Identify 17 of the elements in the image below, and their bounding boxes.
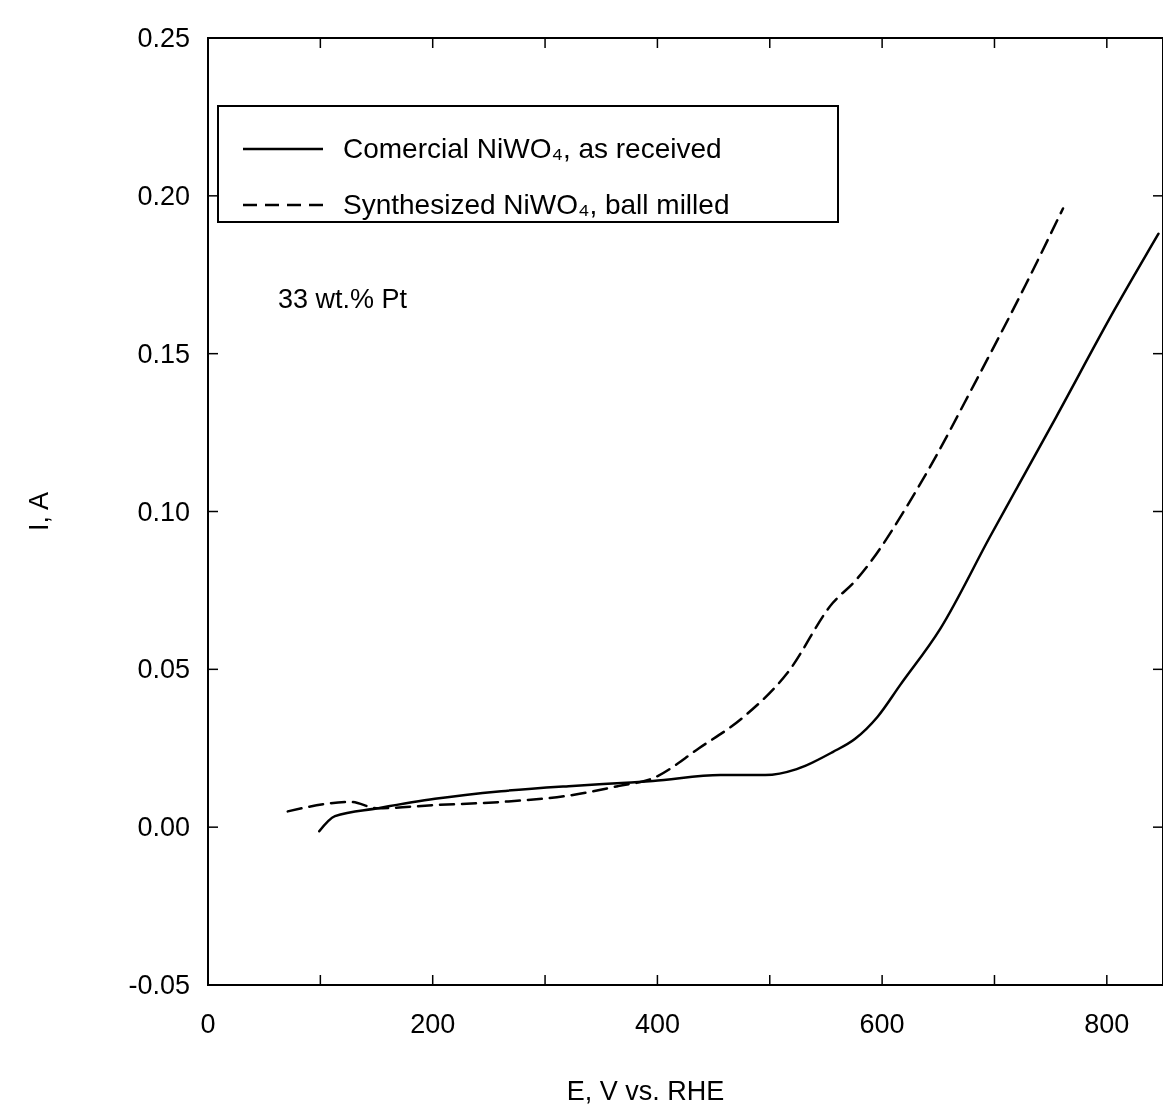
- legend-label: Synthesized NiWO₄, ball milled: [343, 189, 730, 220]
- x-tick-label: 0: [200, 1009, 216, 1039]
- x-tick-label: 200: [410, 1009, 456, 1039]
- annotation: 33 wt.% Pt: [278, 284, 408, 314]
- y-tick-label: 0.05: [137, 654, 190, 685]
- y-tick-label: 0.25: [137, 23, 190, 53]
- x-tick-label: 800: [1084, 1009, 1130, 1039]
- y-tick-label: 0.10: [137, 496, 190, 527]
- legend-label: Comercial NiWO₄, as received: [343, 133, 722, 164]
- y-tick-label: 0.00: [137, 812, 190, 843]
- y-axis-title: I, A: [24, 491, 54, 532]
- y-tick-label: -0.05: [128, 970, 190, 1000]
- y-tick-label: 0.20: [137, 180, 190, 211]
- x-tick-label: 400: [634, 1009, 680, 1039]
- x-tick-label: 600: [859, 1009, 905, 1039]
- x-axis-title: E, V vs. RHE: [566, 1076, 725, 1106]
- y-tick-label: 0.15: [137, 338, 190, 369]
